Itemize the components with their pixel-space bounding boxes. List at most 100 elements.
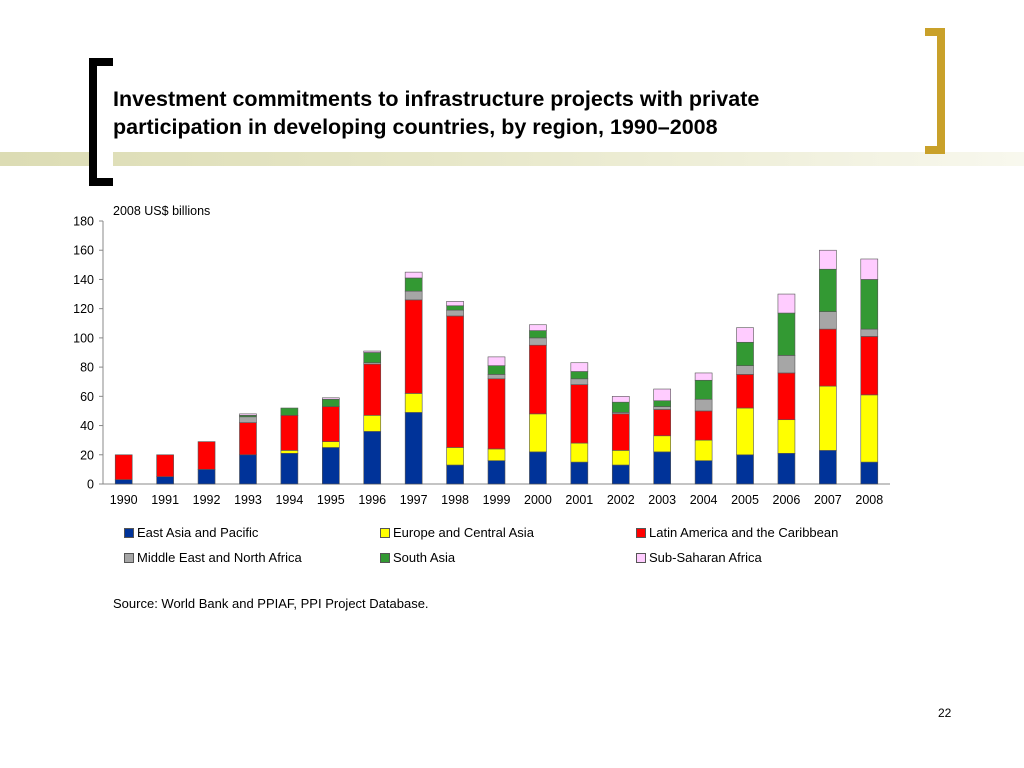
bar-segment — [404, 412, 423, 485]
legend-item: East Asia and Pacific — [124, 525, 258, 540]
legend-item: Europe and Central Asia — [380, 525, 534, 540]
x-tick-label: 1993 — [234, 493, 262, 507]
bar-segment — [860, 394, 879, 463]
bar-segment — [322, 398, 340, 407]
bar-segment — [404, 290, 423, 301]
bar-segment — [611, 464, 630, 485]
bar-segment — [570, 378, 589, 385]
legend-label: Europe and Central Asia — [393, 525, 534, 540]
legend-label: East Asia and Pacific — [137, 525, 259, 540]
bar-segment — [777, 419, 796, 454]
bar-segment — [487, 378, 506, 450]
bar-segment — [694, 410, 713, 441]
bar-segment — [777, 312, 796, 356]
bar-segment — [611, 450, 630, 466]
bar-segment — [653, 435, 671, 453]
bar-segment — [529, 324, 547, 331]
source-note: Source: World Bank and PPIAF, PPI Projec… — [113, 596, 429, 611]
bar-segment — [529, 330, 547, 339]
bar-segment — [736, 341, 754, 366]
bar-segment — [404, 277, 423, 292]
bar-segment — [736, 374, 754, 409]
bar-segment — [653, 451, 671, 485]
x-tick-label: 2002 — [607, 493, 635, 507]
bar-segment — [570, 371, 589, 380]
bar-segment — [611, 396, 630, 403]
bar-segment — [570, 384, 589, 444]
bar-segment — [197, 469, 216, 485]
y-tick-label: 100 — [73, 331, 94, 345]
bar-segment — [819, 450, 837, 485]
bar-segment — [777, 293, 796, 314]
bar-segment — [280, 415, 299, 451]
bar-segment — [736, 365, 754, 375]
bar-segment — [239, 454, 257, 485]
bar-segment — [446, 464, 464, 485]
bar-segment — [322, 447, 340, 485]
bar-segment — [694, 379, 713, 400]
bar-segment — [860, 336, 879, 396]
right-bracket-decoration — [925, 28, 945, 154]
bar-segment — [404, 393, 423, 413]
legend-swatch — [380, 527, 390, 538]
x-tick-label: 1992 — [193, 493, 221, 507]
x-tick-label: 2001 — [565, 493, 593, 507]
slide-title: Investment commitments to infrastructure… — [113, 85, 913, 141]
bar-segment — [819, 311, 837, 330]
bar-segment — [487, 448, 506, 461]
bar-segment — [239, 422, 257, 456]
bar-segment — [487, 356, 506, 366]
left-bracket-decoration — [89, 58, 113, 186]
bar-segment — [694, 439, 713, 461]
page-number: 22 — [938, 706, 952, 720]
bar-segment — [653, 406, 671, 410]
x-tick-label: 1995 — [317, 493, 345, 507]
bar-segment — [363, 431, 382, 485]
legend-swatch — [636, 552, 646, 563]
bar-segment — [860, 258, 879, 280]
legend-label: Sub-Saharan Africa — [649, 550, 762, 565]
bar-segment — [197, 441, 216, 470]
bar-segment — [570, 362, 589, 372]
bar-segment — [777, 372, 796, 421]
y-tick-label: 60 — [80, 390, 94, 404]
bar-segment — [446, 305, 464, 311]
bar-segment — [736, 407, 754, 456]
x-tick-label: 2007 — [814, 493, 842, 507]
bar-segment — [446, 309, 464, 317]
bar-segment — [611, 401, 630, 413]
bar-segment — [322, 397, 340, 400]
y-axis-label: 2008 US$ billions — [113, 204, 210, 218]
bar-segment — [114, 454, 133, 480]
bar-segment — [653, 388, 671, 402]
bar-segment — [777, 355, 796, 374]
bar-segment — [156, 454, 174, 477]
bar-segment — [694, 460, 713, 485]
bar-segment — [819, 268, 837, 312]
x-tick-label: 2004 — [690, 493, 718, 507]
bar-segment — [860, 328, 879, 337]
bar-segment — [363, 363, 382, 416]
bar-segment — [404, 299, 423, 394]
bar-segment — [694, 398, 713, 412]
bar-segment — [280, 453, 299, 485]
bar-segment — [736, 327, 754, 343]
legend-swatch — [124, 552, 134, 563]
x-tick-label: 2008 — [855, 493, 883, 507]
legend-item: South Asia — [380, 550, 455, 565]
bar-segment — [280, 407, 299, 416]
bar-segment — [529, 344, 547, 415]
x-tick-label: 1996 — [358, 493, 386, 507]
x-tick-label: 1998 — [441, 493, 469, 507]
bar-segment — [653, 409, 671, 437]
bar-segment — [570, 442, 589, 463]
decorative-header-bar — [0, 152, 1024, 166]
bar-segment — [777, 453, 796, 485]
bar-segment — [404, 271, 423, 279]
x-tick-label: 1997 — [400, 493, 428, 507]
bar-segment — [322, 406, 340, 442]
x-tick-label: 1990 — [110, 493, 138, 507]
y-tick-label: 0 — [87, 478, 94, 492]
legend-item: Latin America and the Caribbean — [636, 525, 838, 540]
